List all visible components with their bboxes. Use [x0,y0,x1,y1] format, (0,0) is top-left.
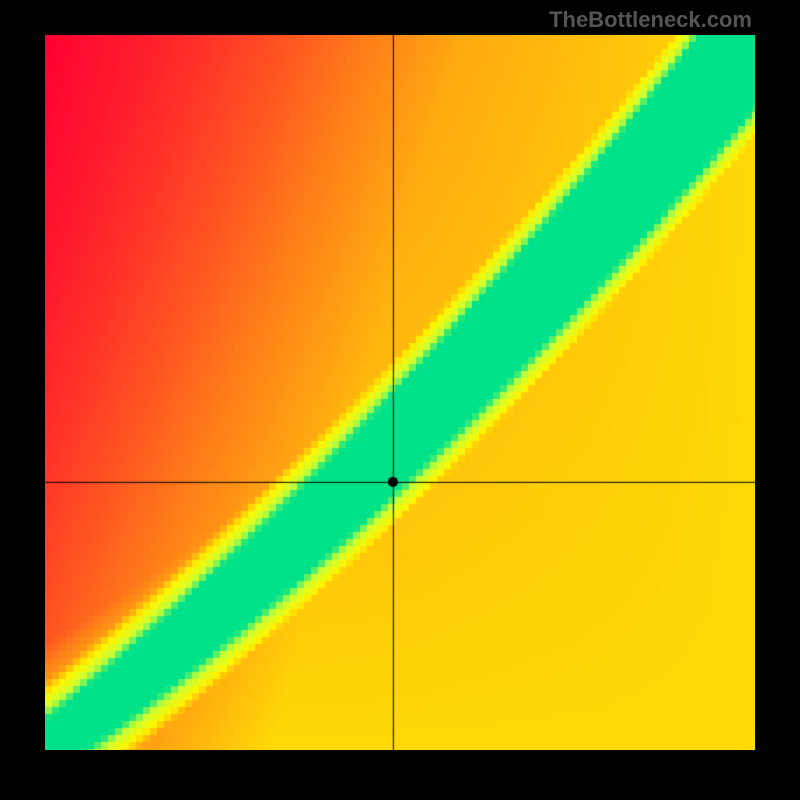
chart-container: TheBottleneck.com [0,0,800,800]
bottleneck-heatmap [45,35,755,750]
watermark-text: TheBottleneck.com [549,7,752,33]
